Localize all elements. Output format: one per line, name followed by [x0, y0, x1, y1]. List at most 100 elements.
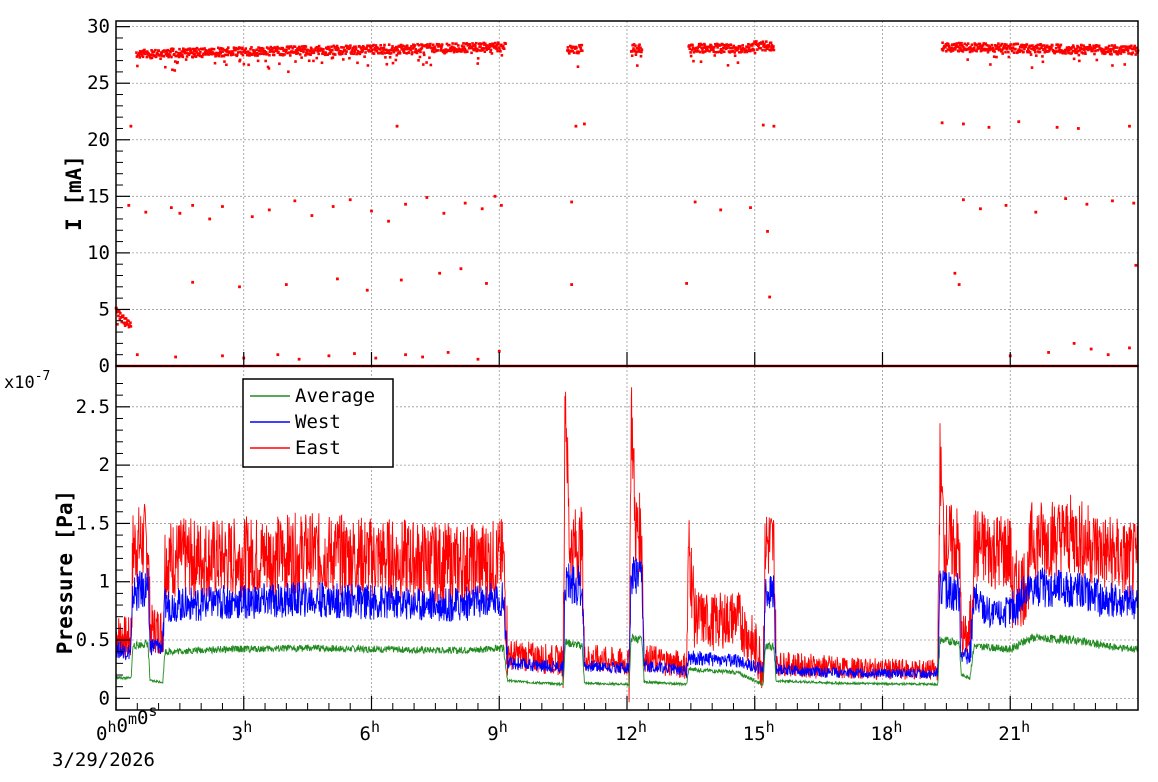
- current-point: [945, 43, 949, 47]
- current-point: [733, 51, 736, 54]
- current-point: [1117, 51, 1120, 55]
- current-point: [118, 310, 121, 314]
- current-point: [1103, 50, 1107, 54]
- current-point: [1047, 49, 1051, 53]
- current-point: [398, 51, 402, 55]
- current-point: [736, 61, 740, 64]
- current-point: [1070, 51, 1074, 55]
- current-point: [769, 41, 773, 45]
- current-point: [252, 51, 256, 55]
- current-point: [639, 46, 642, 49]
- current-point: [428, 44, 432, 47]
- top-ytick-label: 5: [99, 298, 110, 320]
- current-point: [772, 124, 776, 128]
- current-point: [634, 53, 638, 57]
- current-point: [353, 352, 356, 355]
- current-point: [173, 60, 177, 63]
- current-point: [241, 46, 244, 50]
- current-point: [1132, 46, 1136, 49]
- current-point: [485, 282, 488, 285]
- current-point: [226, 53, 230, 57]
- current-point: [481, 48, 484, 52]
- current-point: [375, 49, 379, 53]
- current-point: [452, 50, 456, 54]
- current-point: [946, 48, 950, 51]
- current-point: [365, 288, 369, 292]
- current-point: [962, 122, 965, 126]
- current-point: [1043, 50, 1047, 54]
- current-point: [250, 46, 253, 49]
- current-point: [253, 49, 257, 53]
- current-point: [704, 45, 708, 49]
- current-point: [268, 53, 271, 57]
- current-point: [1108, 52, 1112, 56]
- current-point: [210, 47, 213, 51]
- current-point: [1109, 50, 1113, 53]
- current-point: [395, 47, 399, 51]
- current-point: [476, 57, 480, 60]
- current-point: [305, 50, 309, 53]
- current-point: [267, 208, 271, 212]
- current-point: [1081, 47, 1084, 51]
- current-point: [454, 47, 458, 51]
- current-point: [728, 43, 731, 47]
- current-point: [970, 47, 973, 51]
- current-point: [485, 45, 489, 49]
- current-point: [730, 46, 734, 50]
- current-point: [352, 45, 356, 49]
- current-point: [281, 53, 285, 57]
- current-point: [342, 46, 346, 49]
- current-point: [135, 51, 138, 54]
- current-point: [700, 46, 703, 50]
- current-point: [1022, 50, 1025, 54]
- current-point: [181, 55, 185, 59]
- current-point: [1035, 46, 1039, 50]
- current-point: [426, 43, 429, 46]
- current-point: [1073, 49, 1076, 53]
- top-yticks: 0 5 10 15 20 25 30: [87, 16, 130, 377]
- current-point: [495, 47, 498, 51]
- current-point: [1118, 49, 1121, 52]
- current-point: [1027, 50, 1031, 53]
- current-point: [223, 60, 226, 63]
- current-point: [1106, 46, 1110, 50]
- current-point: [1027, 46, 1031, 49]
- current-point: [980, 46, 984, 50]
- current-point: [418, 48, 421, 52]
- current-point: [267, 67, 271, 70]
- current-point: [216, 53, 219, 56]
- current-point: [1020, 43, 1024, 47]
- current-point: [238, 58, 242, 62]
- current-point: [293, 45, 297, 49]
- current-point: [225, 50, 229, 53]
- current-point: [751, 47, 754, 51]
- xtick-label: 6h: [360, 718, 380, 745]
- current-point: [333, 53, 337, 56]
- current-point: [255, 48, 258, 52]
- current-point: [748, 46, 751, 49]
- current-point: [1134, 263, 1138, 267]
- current-point: [174, 355, 178, 359]
- current-point: [430, 46, 434, 50]
- current-point: [212, 47, 216, 51]
- current-point: [740, 50, 744, 53]
- current-point: [1044, 45, 1048, 49]
- current-point: [190, 51, 194, 55]
- current-point: [1056, 50, 1059, 53]
- current-point: [258, 52, 261, 56]
- current-point: [772, 45, 775, 48]
- current-point: [170, 55, 173, 59]
- current-point: [1007, 50, 1010, 54]
- current-point: [354, 47, 358, 51]
- current-point: [979, 44, 982, 48]
- current-point: [411, 51, 414, 54]
- current-point: [243, 48, 247, 52]
- current-point: [631, 43, 634, 47]
- current-point: [947, 45, 951, 49]
- current-point: [270, 48, 274, 52]
- current-point: [159, 57, 162, 60]
- current-point: [721, 43, 725, 46]
- current-point: [637, 48, 641, 52]
- current-point: [1067, 51, 1070, 55]
